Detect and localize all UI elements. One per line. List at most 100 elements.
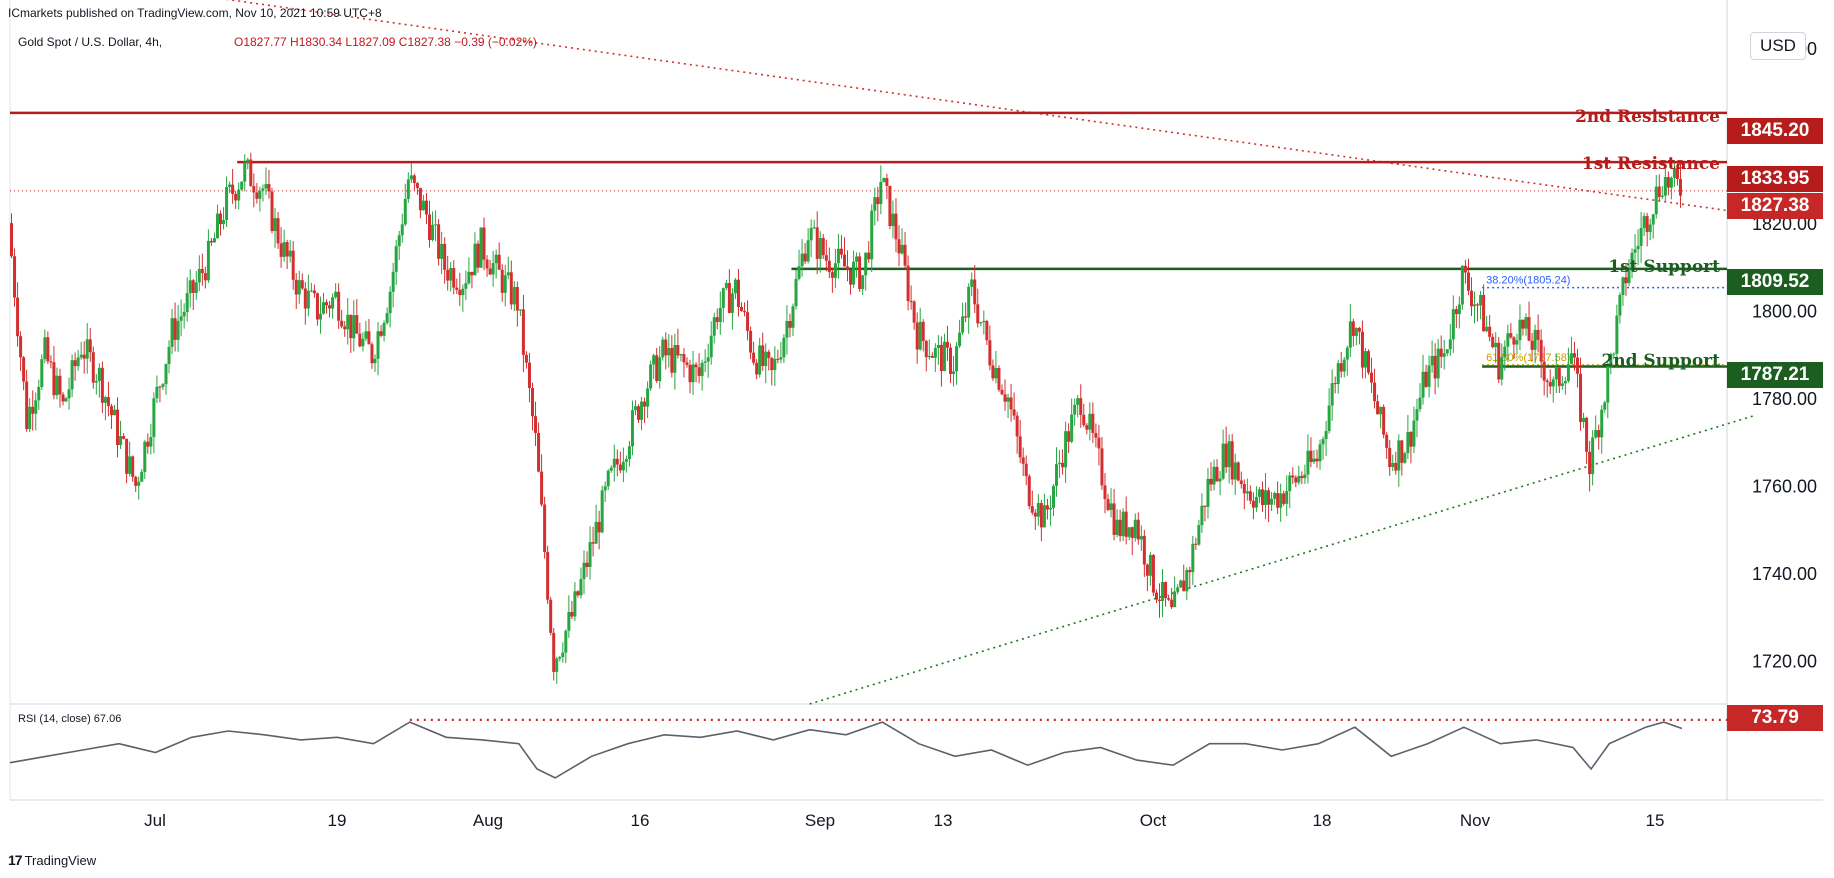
candle-body [1191, 543, 1195, 573]
level-labels-layer: 2nd Resistance 1st Resistance 1st Suppor… [1380, 0, 1720, 400]
candle-body [1533, 329, 1537, 350]
candle-body [1466, 272, 1470, 291]
candle-body [1630, 252, 1634, 271]
candle-body [936, 344, 940, 349]
candle-body [891, 213, 895, 227]
rsi-label: RSI (14, close) 67.06 [18, 713, 122, 725]
tradingview-logo[interactable]: 17 TradingView [8, 852, 96, 868]
candle-body [1488, 326, 1492, 337]
candle-body [1315, 458, 1319, 462]
candle-body [1215, 466, 1219, 482]
candle-body [1170, 599, 1174, 608]
candle-body [294, 279, 298, 295]
candle-body [40, 359, 44, 387]
candle-body [167, 346, 171, 365]
candle-body [1036, 503, 1040, 517]
candle-body [1497, 342, 1501, 380]
candle-body [897, 239, 901, 254]
candle-body [1276, 493, 1280, 508]
candle-body [1279, 493, 1283, 508]
candle-body [715, 317, 719, 323]
candle-body [1245, 491, 1249, 494]
candle-body [222, 220, 226, 225]
candle-body [1612, 353, 1616, 355]
candle-body [691, 364, 695, 383]
candle-body [479, 227, 483, 268]
candle-body [633, 406, 637, 411]
candle-body [667, 347, 671, 356]
candle-body [1251, 500, 1255, 508]
candle-body [337, 291, 341, 321]
currency-button[interactable]: USD [1750, 32, 1806, 60]
candle-body [1324, 431, 1328, 440]
candle-body [403, 198, 407, 225]
candle-body [1515, 340, 1519, 345]
first-resistance-price-tag: 1833.95 [1727, 166, 1823, 192]
candle-body [709, 335, 713, 358]
candle-body [391, 271, 395, 292]
candle-body [285, 242, 289, 257]
candle-body [1512, 337, 1516, 345]
tradingview-logo-icon: 17 [8, 852, 23, 868]
candle-body [25, 381, 29, 430]
candle-body [370, 344, 374, 364]
candle-body [1618, 294, 1622, 316]
candle-body [61, 394, 65, 402]
candle-body [679, 354, 683, 356]
candle-body [1621, 277, 1625, 295]
candle-body [821, 238, 825, 256]
candle-body [137, 481, 141, 486]
candle-body [428, 214, 432, 241]
time-tick-13: 13 [934, 811, 953, 830]
candle-body [727, 283, 731, 313]
candle-body [1161, 582, 1165, 602]
candle-body [291, 250, 295, 280]
candle-body [106, 397, 110, 407]
candle-body [703, 361, 707, 363]
candle-body [1236, 462, 1240, 481]
candle-body [1048, 507, 1052, 510]
time-tick-Aug: Aug [473, 811, 503, 830]
candle-body [1288, 475, 1292, 492]
candle-body [1306, 450, 1310, 475]
candle-body [942, 341, 946, 371]
candle-body [206, 240, 210, 281]
candle-body [334, 291, 338, 298]
candle-body [1239, 480, 1243, 484]
candle-body [1033, 512, 1037, 517]
candle-body [555, 658, 559, 672]
candle-body [1136, 519, 1140, 540]
candle-body [467, 271, 471, 284]
candle-body [1530, 340, 1534, 350]
candle-body [1445, 349, 1449, 354]
candle-body [682, 354, 686, 363]
candle-body [1085, 425, 1089, 430]
candle-body [67, 389, 71, 399]
candle-body [1030, 506, 1034, 513]
candle-body [867, 252, 871, 260]
candle-body [446, 269, 450, 281]
candle-body [434, 224, 438, 226]
candle-body [1606, 366, 1610, 403]
candle-body [973, 279, 977, 305]
candle-body [1045, 505, 1049, 510]
candle-body [461, 288, 465, 296]
candle-body [1500, 357, 1504, 380]
candle-body [243, 162, 247, 182]
candle-body [1345, 347, 1349, 360]
candle-body [945, 341, 949, 348]
candle-body [1469, 290, 1473, 307]
candle-body [730, 293, 734, 313]
candle-body [864, 252, 868, 276]
candle-body [394, 246, 398, 272]
candle-body [306, 290, 310, 309]
time-tick-16: 16 [631, 811, 650, 830]
candle-body [1609, 354, 1613, 367]
candle-body [1257, 489, 1261, 497]
candle-body [37, 386, 41, 401]
candle-body [31, 406, 35, 414]
candle-body [1070, 414, 1074, 442]
publisher-line: ICmarkets published on TradingView.com, … [8, 6, 382, 20]
candle-body [746, 312, 750, 331]
